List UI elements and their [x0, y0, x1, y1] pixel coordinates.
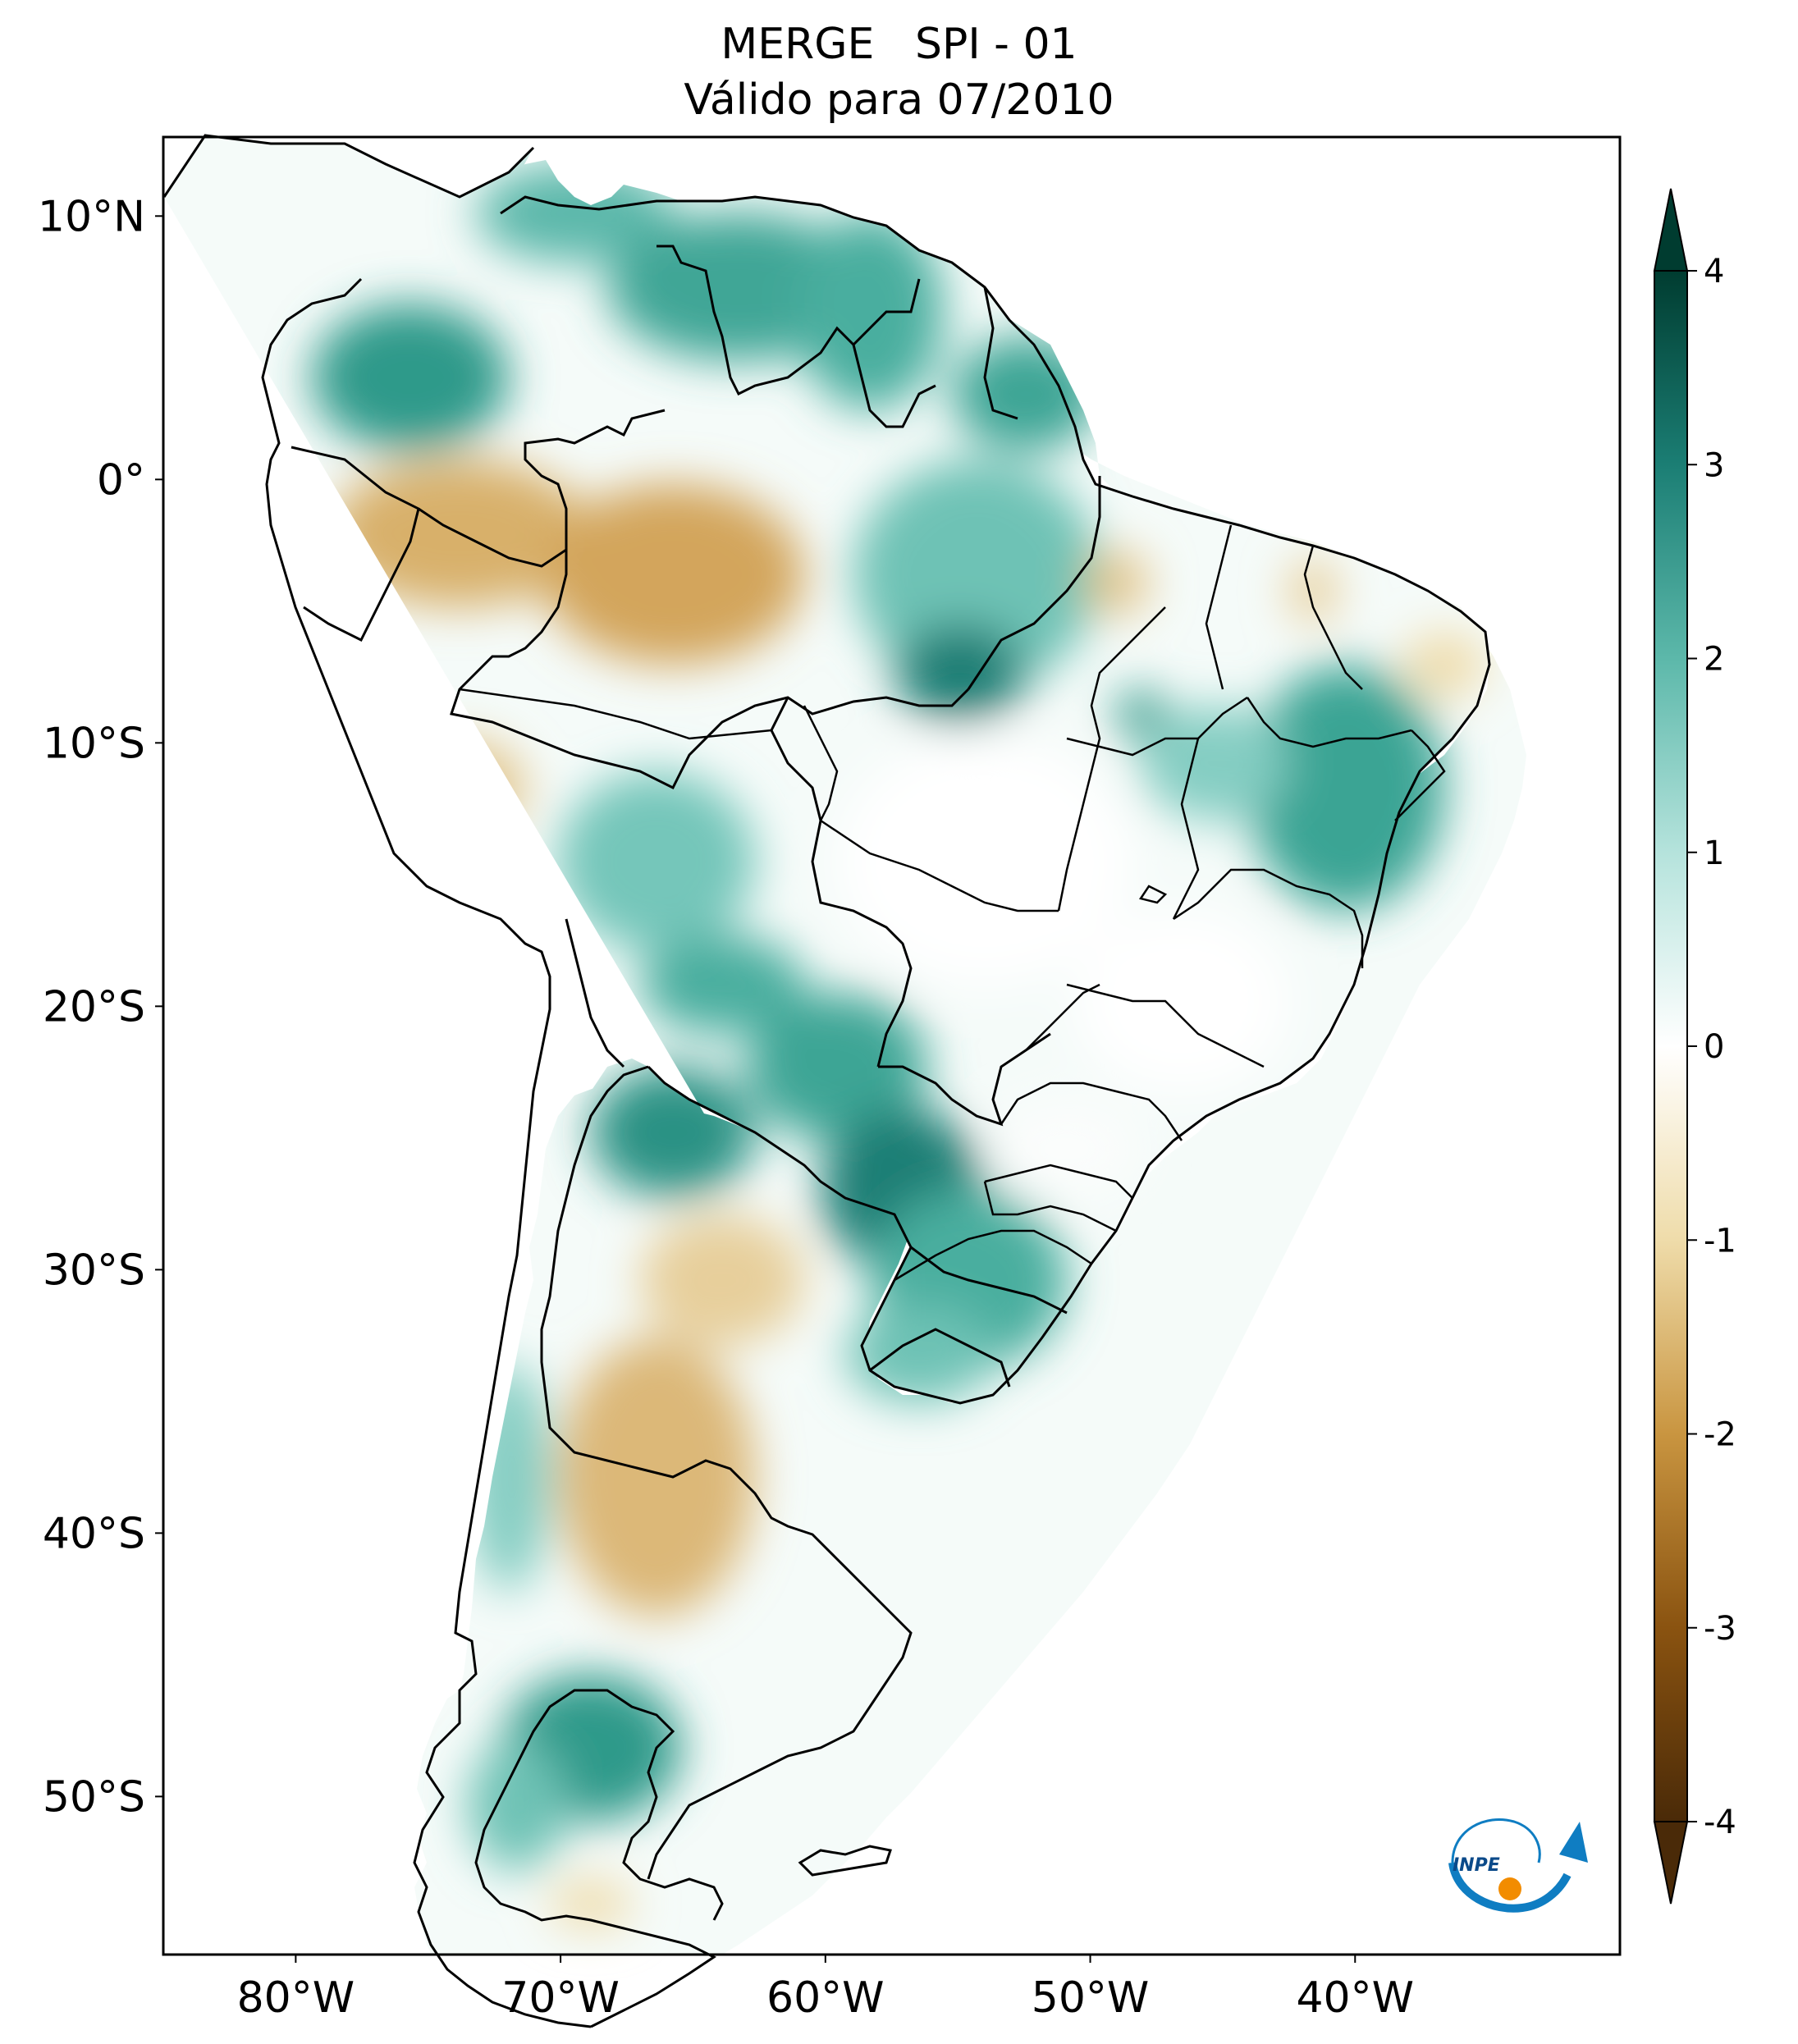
falklands-outline [798, 1845, 892, 1877]
colorbar-label: 0 [1704, 1028, 1724, 1066]
colorbar-label: 3 [1704, 446, 1724, 484]
state-borders [459, 524, 1446, 1282]
colorbar-label: -4 [1704, 1804, 1736, 1841]
map-frame [162, 135, 1622, 1956]
inpe-logo: INPE [1448, 1818, 1588, 1913]
lat-label: 10°N [38, 192, 145, 241]
lat-label: 30°S [43, 1246, 145, 1295]
lon-label: 40°W [1296, 1973, 1414, 2023]
lon-label: 80°W [237, 1973, 355, 2023]
colorbar-label: -1 [1704, 1222, 1736, 1260]
lat-label: 20°S [43, 982, 145, 1031]
lat-label: 0° [97, 455, 145, 505]
colorbar-label: -3 [1704, 1610, 1736, 1648]
inpe-logo-text: INPE [1453, 1855, 1500, 1876]
colorbar-label: 1 [1704, 835, 1724, 872]
colorbar-label: 4 [1704, 253, 1724, 290]
lon-label: 60°W [766, 1973, 885, 2023]
colorbar-extend-min [1653, 1821, 1689, 1905]
lat-axis: 10°N 0° 10°S 20°S 30°S 40°S 50°S [38, 192, 163, 1822]
colorbar-label: -2 [1704, 1416, 1736, 1454]
colorbar: 4 3 2 1 0 -1 -2 -3 -4 [1653, 188, 1736, 1905]
lat-label: 40°S [43, 1509, 145, 1558]
colorbar-ramp [1654, 270, 1688, 1822]
country-borders [291, 245, 1101, 1388]
lon-axis: 80°W 70°W 60°W 50°W 40°W [237, 1955, 1414, 2023]
coastline-west [261, 277, 592, 2028]
colorbar-extend-max [1653, 188, 1689, 272]
map-subtitle: Válido para 07/2010 [684, 75, 1114, 125]
map-title: MERGE SPI - 01 [721, 20, 1077, 69]
lat-label: 10°S [43, 719, 145, 768]
lon-label: 50°W [1032, 1973, 1150, 2023]
lon-label: 70°W [501, 1973, 620, 2023]
lat-label: 50°S [43, 1772, 145, 1822]
colorbar-label: 2 [1704, 641, 1724, 679]
